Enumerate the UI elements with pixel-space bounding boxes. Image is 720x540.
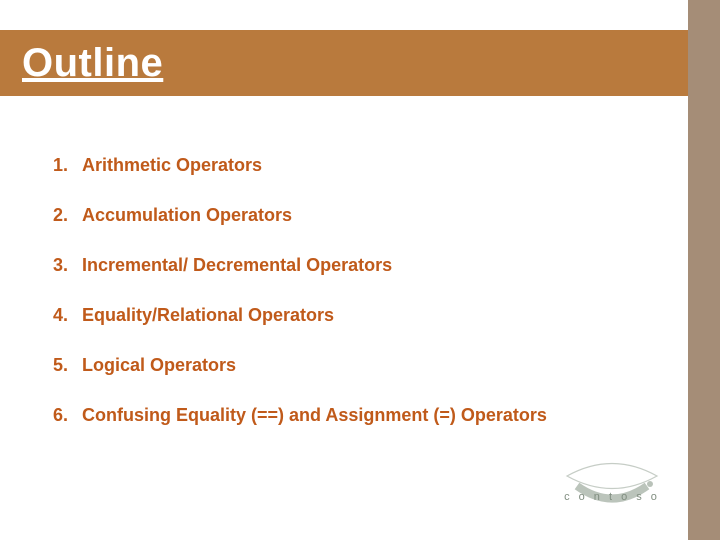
list-item: 5. Logical Operators xyxy=(42,355,642,376)
title-band: Outline xyxy=(0,30,688,96)
item-number: 2. xyxy=(42,205,68,226)
item-number: 6. xyxy=(42,405,68,426)
item-label: Arithmetic Operators xyxy=(82,155,262,176)
item-label: Incremental/ Decremental Operators xyxy=(82,255,392,276)
item-label: Accumulation Operators xyxy=(82,205,292,226)
item-number: 4. xyxy=(42,305,68,326)
logo-text: c o n t o s o xyxy=(564,491,660,503)
list-item: 6. Confusing Equality (==) and Assignmen… xyxy=(42,405,642,426)
contoso-logo: c o n t o s o xyxy=(552,456,672,524)
item-label: Logical Operators xyxy=(82,355,236,376)
list-item: 3. Incremental/ Decremental Operators xyxy=(42,255,642,276)
item-number: 3. xyxy=(42,255,68,276)
item-label: Confusing Equality (==) and Assignment (… xyxy=(82,405,547,426)
right-accent-stripe xyxy=(688,0,720,540)
slide-title: Outline xyxy=(22,41,163,86)
list-item: 2. Accumulation Operators xyxy=(42,205,642,226)
list-item: 4. Equality/Relational Operators xyxy=(42,305,642,326)
outline-list: 1. Arithmetic Operators 2. Accumulation … xyxy=(42,155,642,455)
item-label: Equality/Relational Operators xyxy=(82,305,334,326)
item-number: 5. xyxy=(42,355,68,376)
list-item: 1. Arithmetic Operators xyxy=(42,155,642,176)
item-number: 1. xyxy=(42,155,68,176)
